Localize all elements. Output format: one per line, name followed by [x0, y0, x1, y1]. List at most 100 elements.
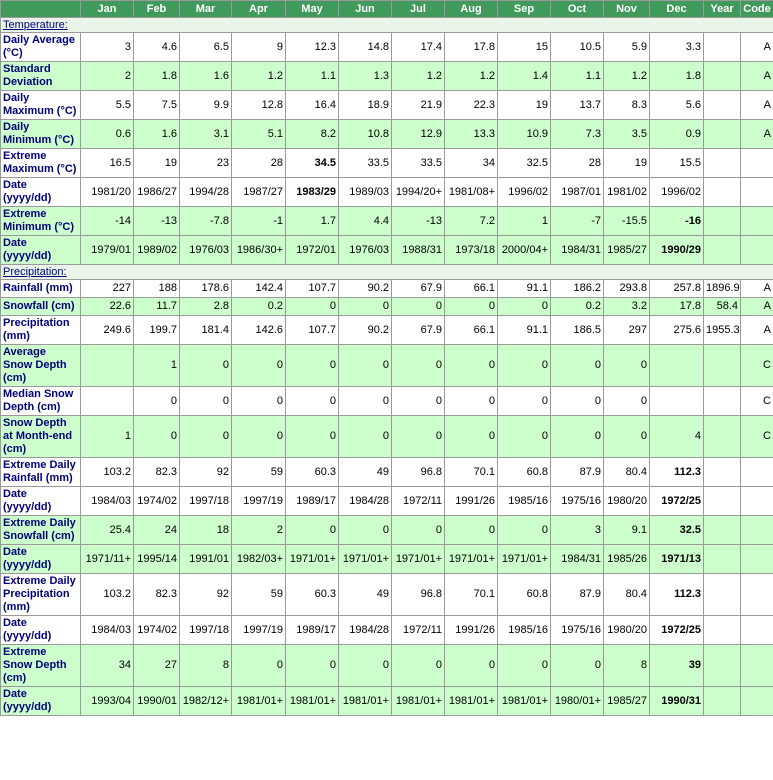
value-cell: 22.3 — [444, 90, 498, 120]
data-row: Date (yyyy/dd) 1984/03 1974/02 1997/18 1997/… — [0, 486, 773, 516]
value-cell: 1971/01+ — [391, 544, 445, 574]
value-cell: 1985/26 — [603, 544, 650, 574]
value-cell: 1990/01 — [133, 686, 180, 716]
value-cell — [740, 457, 773, 487]
value-cell: 1983/29 — [285, 177, 339, 207]
value-cell: 112.3 — [649, 573, 704, 616]
value-cell: 34.5 — [285, 148, 339, 178]
value-cell — [740, 486, 773, 516]
value-cell: 1997/19 — [231, 615, 286, 645]
value-cell: 32.5 — [497, 148, 551, 178]
value-cell: 0 — [231, 644, 286, 687]
value-cell: 4 — [649, 415, 704, 458]
row-label: Standard Deviation — [0, 61, 81, 91]
header-cell: Aug — [444, 0, 498, 18]
value-cell: 3.1 — [179, 119, 232, 149]
value-cell — [703, 344, 741, 387]
value-cell: 0 — [391, 515, 445, 545]
value-cell — [703, 644, 741, 687]
value-cell: 3 — [550, 515, 604, 545]
value-cell: 1971/01+ — [338, 544, 392, 574]
value-cell: 0.6 — [80, 119, 134, 149]
value-cell: 1 — [133, 344, 180, 387]
header-cell: Oct — [550, 0, 604, 18]
value-cell: 18 — [179, 515, 232, 545]
header-cell: Jun — [338, 0, 392, 18]
row-label: Date (yyyy/dd) — [0, 544, 81, 574]
value-cell: -15.5 — [603, 206, 650, 236]
value-cell: 0 — [338, 344, 392, 387]
value-cell: 6.5 — [179, 32, 232, 62]
value-cell: -14 — [80, 206, 134, 236]
value-cell: 49 — [338, 457, 392, 487]
data-row: Precipitation (mm) 249.6 199.7 181.4 142.6 10… — [0, 315, 773, 345]
value-cell: A — [740, 279, 773, 298]
value-cell: 1971/13 — [649, 544, 704, 574]
value-cell: 0 — [285, 344, 339, 387]
value-cell: 1973/18 — [444, 235, 498, 265]
value-cell: 34 — [444, 148, 498, 178]
value-cell: 0 — [133, 386, 180, 416]
value-cell: 1981/01+ — [497, 686, 551, 716]
value-cell: 32.5 — [649, 515, 704, 545]
value-cell: 0 — [338, 515, 392, 545]
header-cell: Year — [703, 0, 741, 18]
value-cell: 9.1 — [603, 515, 650, 545]
value-cell: 1990/31 — [649, 686, 704, 716]
value-cell: 5.5 — [80, 90, 134, 120]
data-row: Extreme Daily Snowfall (cm) 25.4 24 18 2 0 0 0 0… — [0, 515, 773, 545]
value-cell: 0 — [285, 297, 339, 316]
section-row: Temperature: — [0, 17, 773, 33]
header-cell: Mar — [179, 0, 232, 18]
value-cell: 15.5 — [649, 148, 704, 178]
row-label: Date (yyyy/dd) — [0, 235, 81, 265]
value-cell: 249.6 — [80, 315, 134, 345]
value-cell: 1.2 — [444, 61, 498, 91]
value-cell: -7.8 — [179, 206, 232, 236]
section-title: Precipitation: — [3, 265, 67, 278]
value-cell: 0 — [285, 386, 339, 416]
value-cell: 1981/02 — [603, 177, 650, 207]
value-cell: 1 — [497, 206, 551, 236]
value-cell: 186.5 — [550, 315, 604, 345]
value-cell: 1974/02 — [133, 615, 180, 645]
row-label: Average Snow Depth (cm) — [0, 344, 81, 387]
value-cell: 0 — [391, 344, 445, 387]
value-cell: 60.3 — [285, 457, 339, 487]
header-cell: Apr — [231, 0, 286, 18]
value-cell: 10.9 — [497, 119, 551, 149]
value-cell: 87.9 — [550, 457, 604, 487]
value-cell: 1982/03+ — [231, 544, 286, 574]
value-cell: 18.9 — [338, 90, 392, 120]
value-cell: 1986/30+ — [231, 235, 286, 265]
value-cell: 1981/01+ — [338, 686, 392, 716]
value-cell: 70.1 — [444, 457, 498, 487]
value-cell: 21.9 — [391, 90, 445, 120]
value-cell: 10.5 — [550, 32, 604, 62]
value-cell: 9 — [231, 32, 286, 62]
value-cell: 91.1 — [497, 315, 551, 345]
value-cell: 1.2 — [231, 61, 286, 91]
value-cell: 1.6 — [133, 119, 180, 149]
value-cell — [703, 61, 741, 91]
value-cell: 0 — [603, 344, 650, 387]
value-cell: 1991/01 — [179, 544, 232, 574]
row-label: Rainfall (mm) — [0, 279, 81, 298]
value-cell: 1 — [80, 415, 134, 458]
value-cell: 112.3 — [649, 457, 704, 487]
data-row: Daily Minimum (°C) 0.6 1.6 3.1 5.1 8.2 10.8 12.… — [0, 119, 773, 149]
value-cell — [740, 615, 773, 645]
data-row: Date (yyyy/dd) 1979/01 1989/02 1976/03 1986/… — [0, 235, 773, 265]
value-cell: 13.7 — [550, 90, 604, 120]
value-cell: 0 — [338, 386, 392, 416]
data-row: Daily Maximum (°C) 5.5 7.5 9.9 12.8 16.4 18.9 2… — [0, 90, 773, 120]
value-cell: 257.8 — [649, 279, 704, 298]
value-cell — [703, 515, 741, 545]
value-cell: 1975/16 — [550, 486, 604, 516]
header-cell: Sep — [497, 0, 551, 18]
value-cell: 1979/01 — [80, 235, 134, 265]
value-cell: 142.6 — [231, 315, 286, 345]
value-cell: 1990/29 — [649, 235, 704, 265]
value-cell: 1.6 — [179, 61, 232, 91]
value-cell: 7.2 — [444, 206, 498, 236]
